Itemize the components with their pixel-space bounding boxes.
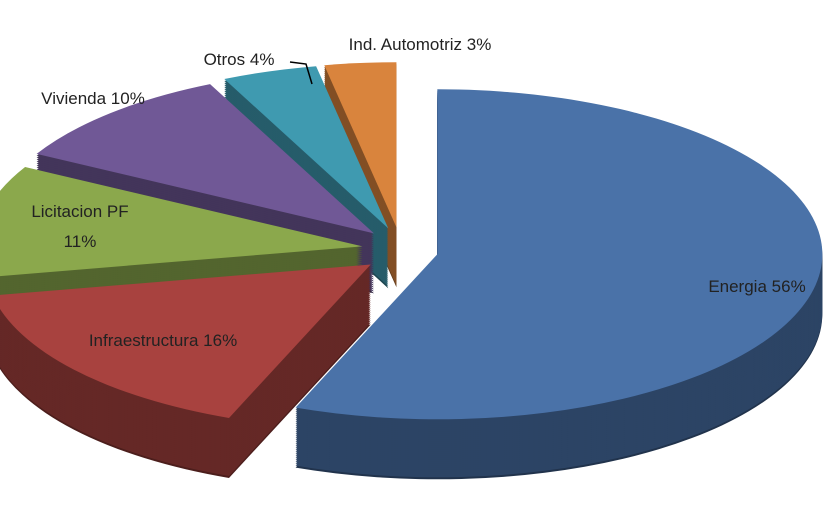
slice-top — [324, 62, 397, 228]
value-label: 3% — [466, 35, 492, 54]
value-label: 11% — [63, 232, 97, 251]
leader-line — [289, 61, 313, 85]
pie-slice — [0, 264, 371, 478]
slice-label: Energia 56% — [657, 272, 827, 302]
value-label: 56% — [771, 277, 806, 296]
value-label: 10% — [110, 89, 145, 108]
slice-top — [36, 84, 374, 234]
slice-top — [0, 264, 371, 418]
category-label: Ind. Automotriz — [348, 35, 463, 54]
category-label: Otros — [203, 50, 246, 69]
category-label: Vivienda — [41, 89, 107, 108]
slice-top — [295, 89, 823, 420]
slice-label: Vivienda 10% — [0, 84, 193, 114]
slice-top — [224, 66, 389, 229]
slice-label: Ind. Automotriz 3% — [340, 30, 500, 60]
slice-top — [0, 166, 363, 277]
category-label: Licitacion PF — [31, 202, 129, 221]
slice-label: Otros 4% — [179, 45, 299, 75]
category-label: Infraestructura — [88, 331, 199, 350]
pie-slice — [295, 89, 823, 480]
slice-label: Infraestructura 16% — [83, 326, 243, 356]
category-label: Energia — [708, 277, 767, 296]
value-label: 4% — [249, 50, 275, 69]
slice-label: Licitacion PF 11% — [25, 197, 135, 257]
value-label: 16% — [203, 331, 238, 350]
